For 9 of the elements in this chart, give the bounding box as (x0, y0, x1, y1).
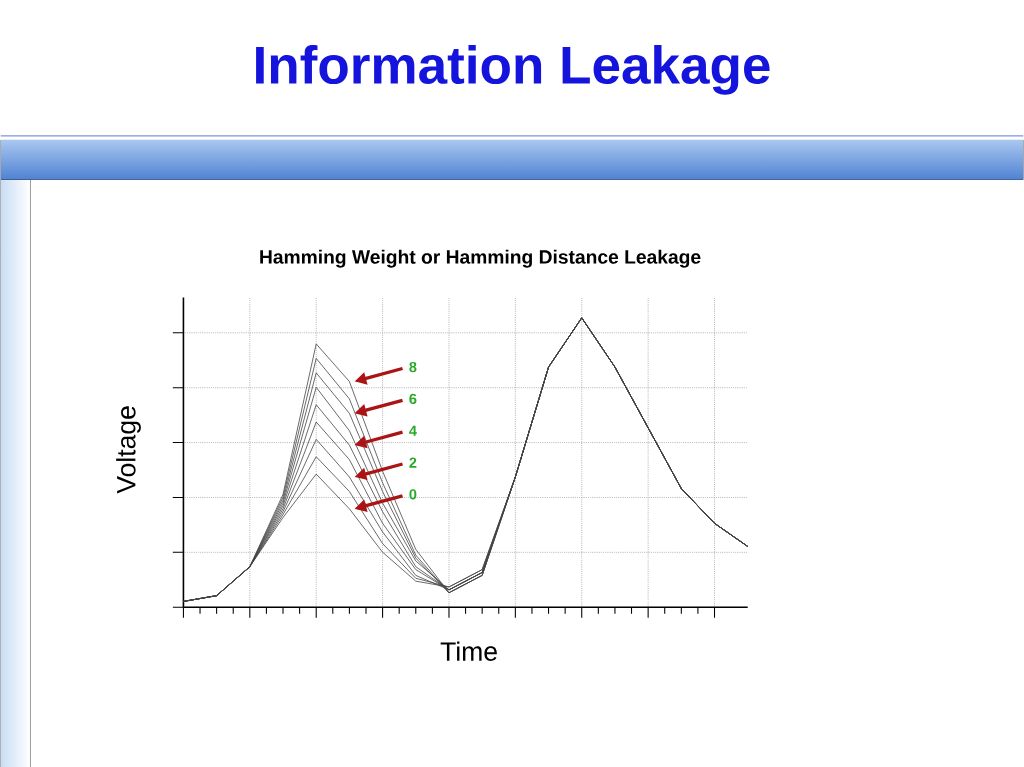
annotation: 2 (409, 457, 417, 468)
annotation: 4 (409, 425, 417, 436)
chart-subtitle: Hamming Weight or Hamming Distance Leakage (260, 249, 701, 268)
chart-title: Information Leakage (256, 45, 770, 95)
y-axis-title: Voltage (116, 406, 141, 494)
annotation: 8 (409, 361, 417, 373)
x-axis-title: Time (440, 641, 497, 661)
annotation: 0 (409, 489, 417, 500)
annotation: 6 (409, 393, 417, 405)
